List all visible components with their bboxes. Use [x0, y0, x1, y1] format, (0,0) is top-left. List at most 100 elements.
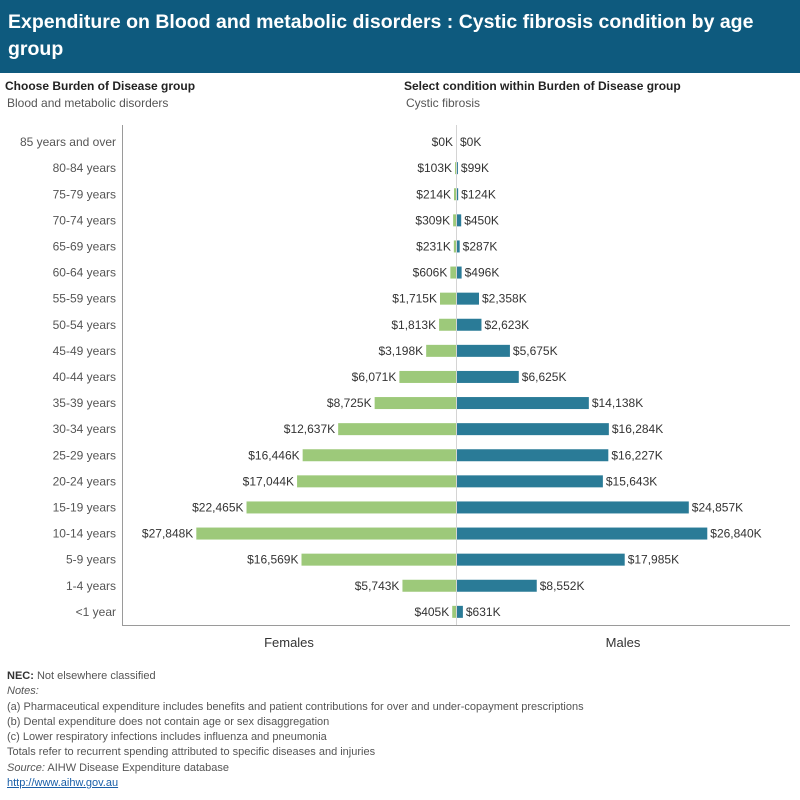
male-value-label: $2,358K — [482, 292, 527, 306]
age-group-label: 35-39 years — [53, 396, 116, 410]
female-bar — [450, 266, 456, 279]
age-group-label: 5-9 years — [66, 553, 116, 567]
note-totals: Totals refer to recurrent spending attri… — [7, 746, 376, 759]
age-group-label: 25-29 years — [53, 448, 116, 462]
female-value-label: $27,848K — [142, 527, 193, 541]
male-bar — [457, 318, 482, 331]
male-bar — [457, 188, 459, 201]
source-label: Source: — [7, 761, 45, 774]
note-b: (b) Dental expenditure does not contain … — [7, 715, 330, 728]
nec-text: Not elsewhere classified — [33, 670, 156, 682]
male-value-label: $631K — [466, 605, 501, 619]
male-value-label: $124K — [461, 187, 496, 201]
females-axis-label: Females — [264, 635, 314, 650]
female-bar — [453, 240, 456, 253]
disease-group-label: Choose Burden of Disease group — [5, 79, 196, 93]
male-value-label: $6,625K — [522, 370, 567, 384]
male-bar — [457, 605, 463, 618]
female-value-label: $231K — [416, 239, 451, 253]
disease-group-selector[interactable]: Blood and metabolic disorders — [7, 96, 169, 110]
header-bar: Expenditure on Blood and metabolic disor… — [0, 0, 800, 73]
female-bar — [374, 397, 456, 410]
female-bar — [426, 344, 456, 357]
female-bar — [453, 214, 456, 227]
female-bar — [454, 188, 456, 201]
female-bar — [338, 423, 456, 436]
male-value-label: $287K — [463, 239, 498, 253]
female-value-label: $0K — [432, 135, 453, 149]
male-bar — [457, 527, 708, 540]
female-value-label: $12,637K — [284, 422, 335, 436]
female-value-label: $16,569K — [247, 553, 298, 567]
condition-selector[interactable]: Cystic fibrosis — [406, 96, 481, 110]
note-a: (a) Pharmaceutical expenditure includes … — [7, 700, 584, 713]
male-bar — [457, 292, 479, 305]
male-value-label: $24,857K — [692, 500, 743, 514]
female-bar — [196, 527, 457, 540]
female-bar — [452, 605, 456, 618]
male-value-label: $5,675K — [513, 344, 558, 358]
female-value-label: $214K — [416, 187, 451, 201]
age-group-label: 50-54 years — [53, 318, 116, 332]
male-bar — [457, 240, 460, 253]
age-group-label: 10-14 years — [53, 527, 116, 541]
male-bar — [457, 370, 519, 383]
male-bar — [457, 397, 589, 410]
age-group-label: 55-59 years — [53, 292, 116, 306]
female-value-label: $17,044K — [243, 474, 294, 488]
male-bar — [457, 579, 537, 592]
male-bar — [457, 449, 609, 462]
age-group-label: <1 year — [76, 605, 116, 619]
male-value-label: $99K — [461, 161, 489, 175]
male-bar — [457, 553, 625, 566]
male-bar — [457, 423, 609, 436]
age-group-label: 75-79 years — [53, 187, 116, 201]
male-value-label: $14,138K — [592, 396, 643, 410]
age-group-label: 85 years and over — [20, 135, 116, 149]
condition-label: Select condition within Burden of Diseas… — [404, 79, 681, 93]
aihw-link[interactable]: http://www.aihw.gov.au — [7, 777, 119, 790]
nec-abbrev: NEC: — [7, 670, 34, 682]
female-value-label: $22,465K — [192, 500, 243, 514]
female-value-label: $3,198K — [378, 344, 423, 358]
female-value-label: $8,725K — [327, 396, 372, 410]
pyramid-chart: 85 years and over $0K $0K 80-84 years $103K $… — [20, 125, 790, 650]
age-group-label: 40-44 years — [53, 370, 116, 384]
age-group-label: 30-34 years — [53, 422, 116, 436]
male-bar — [457, 162, 458, 175]
female-bar — [439, 318, 456, 331]
male-value-label: $496K — [465, 266, 500, 280]
female-bar — [246, 501, 456, 514]
male-bar — [457, 344, 510, 357]
age-group-label: 20-24 years — [53, 474, 116, 488]
age-group-label: 1-4 years — [66, 579, 116, 593]
male-value-label: $17,985K — [628, 553, 679, 567]
age-group-label: 60-64 years — [53, 266, 116, 280]
female-bar — [301, 553, 456, 566]
age-group-label: 65-69 years — [53, 239, 116, 253]
male-value-label: $0K — [460, 135, 481, 149]
female-value-label: $309K — [415, 213, 450, 227]
male-value-label: $2,623K — [484, 318, 529, 332]
female-value-label: $5,743K — [355, 579, 400, 593]
age-group-label: 70-74 years — [53, 213, 116, 227]
source-text: AIHW Disease Expenditure database — [44, 761, 229, 774]
female-value-label: $405K — [415, 605, 450, 619]
notes-label: Notes: — [7, 685, 39, 698]
male-value-label: $26,840K — [710, 527, 761, 541]
female-value-label: $16,446K — [248, 448, 299, 462]
female-bar — [302, 449, 456, 462]
female-bar — [402, 579, 456, 592]
female-value-label: $1,715K — [392, 292, 437, 306]
age-group-label: 80-84 years — [53, 161, 116, 175]
male-bar — [457, 501, 689, 514]
female-bar — [297, 475, 456, 488]
males-axis-label: Males — [606, 635, 641, 650]
age-group-label: 15-19 years — [53, 500, 116, 514]
female-bar — [455, 162, 456, 175]
female-value-label: $103K — [417, 161, 452, 175]
female-value-label: $606K — [413, 266, 448, 280]
female-bar — [399, 370, 456, 383]
male-bar — [457, 214, 462, 227]
male-value-label: $450K — [464, 213, 499, 227]
